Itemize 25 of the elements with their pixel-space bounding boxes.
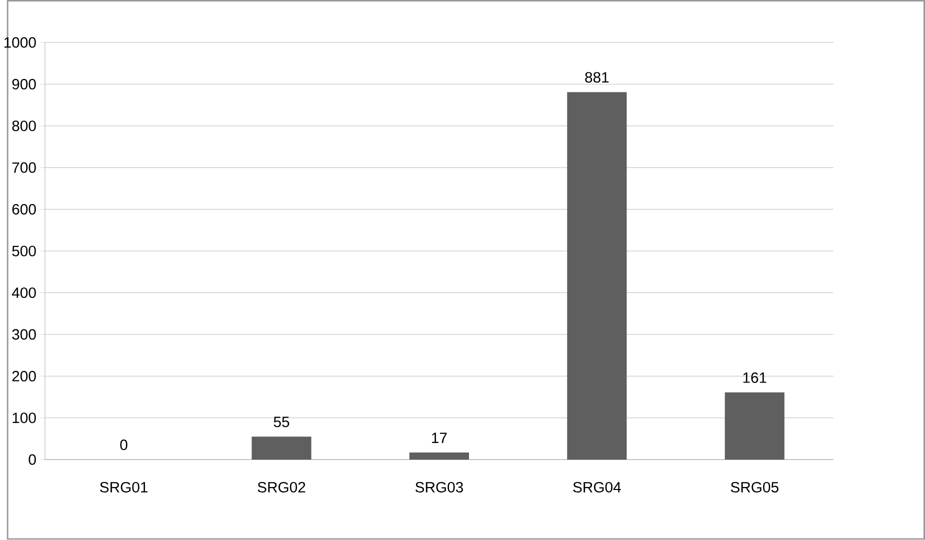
data-label: 161 (743, 372, 766, 384)
bar (724, 392, 784, 460)
y-tick-label: 1000 (4, 37, 36, 48)
data-label: 17 (432, 432, 447, 444)
bar (252, 436, 312, 460)
y-tick-label: 200 (12, 370, 36, 382)
y-tick-label: 0 (28, 454, 36, 465)
bar (567, 92, 627, 460)
y-tick-label: 900 (12, 78, 36, 90)
data-label: 0 (120, 440, 128, 450)
bar (409, 452, 469, 460)
x-tick-label: SRG05 (730, 482, 778, 493)
y-tick-label: 100 (12, 412, 36, 424)
y-tick-label: 400 (12, 288, 36, 298)
y-tick-label: 800 (12, 120, 36, 132)
y-tick-label: 600 (12, 204, 36, 215)
x-tick-label: SRG03 (415, 482, 463, 493)
x-tick-label: SRG01 (100, 482, 148, 493)
x-tick-label: SRG02 (258, 482, 306, 493)
y-tick-label: 700 (12, 162, 36, 173)
x-tick-label: SRG04 (573, 482, 621, 493)
data-label: 881 (585, 72, 609, 83)
y-tick-label: 300 (12, 329, 36, 340)
y-tick-label: 500 (12, 246, 36, 256)
data-label: 55 (274, 416, 290, 428)
